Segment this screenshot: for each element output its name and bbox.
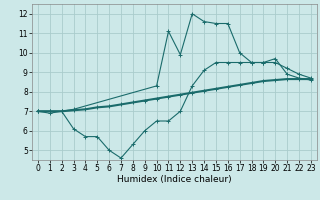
X-axis label: Humidex (Indice chaleur): Humidex (Indice chaleur) bbox=[117, 175, 232, 184]
